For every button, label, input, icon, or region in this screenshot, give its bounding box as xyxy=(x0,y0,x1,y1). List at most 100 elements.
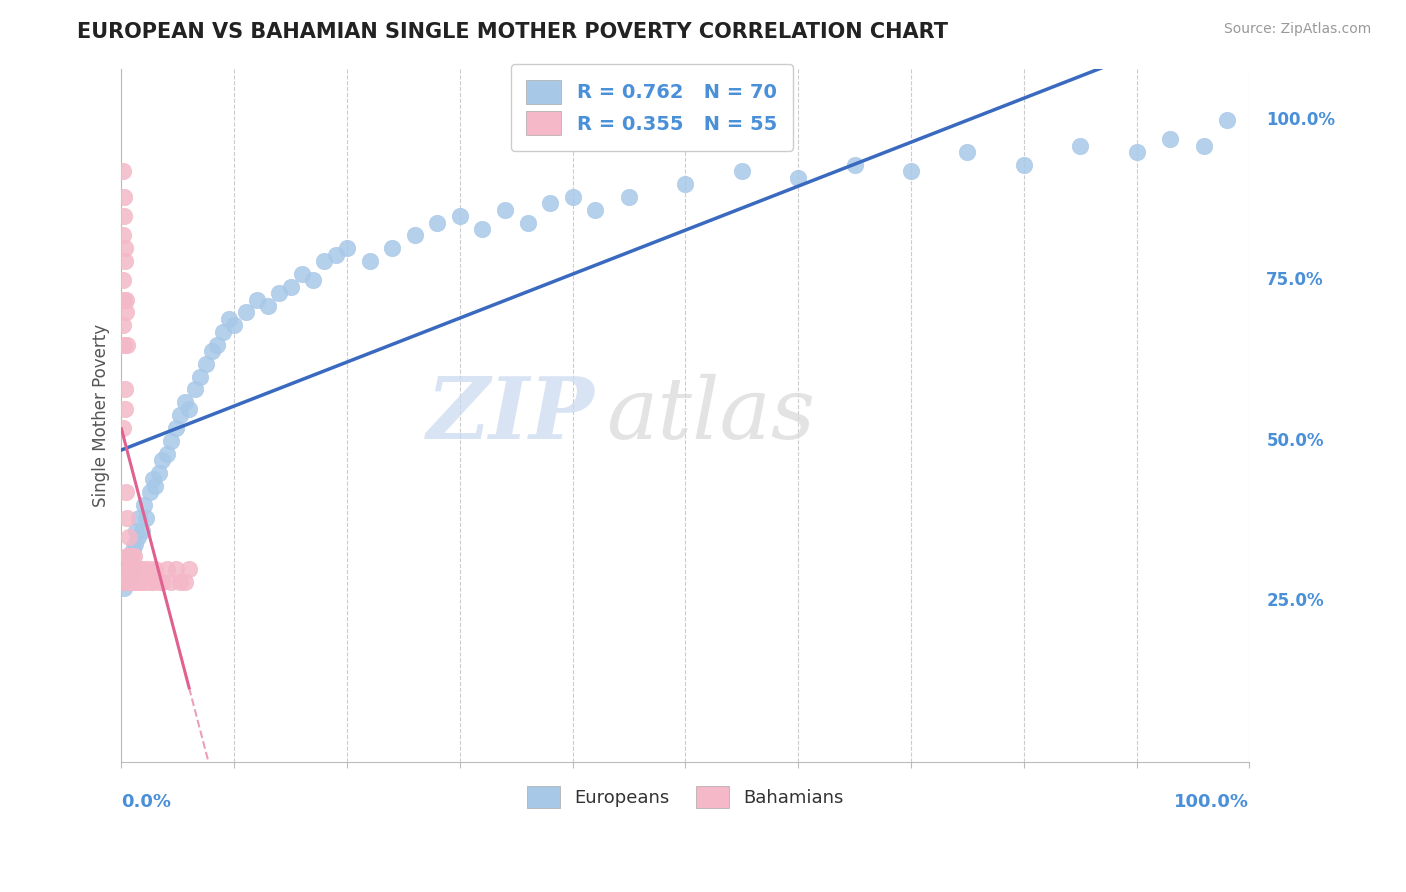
Point xyxy=(150,453,173,467)
Point xyxy=(122,562,145,576)
Point xyxy=(131,575,153,590)
Point xyxy=(121,549,143,564)
Point xyxy=(135,575,157,590)
Point xyxy=(118,549,141,564)
Point xyxy=(111,318,134,333)
Point xyxy=(115,549,138,564)
Point xyxy=(302,273,325,287)
Point xyxy=(246,293,269,307)
Point xyxy=(224,318,246,333)
Point xyxy=(179,401,201,416)
Point xyxy=(114,401,136,416)
Point xyxy=(787,170,810,185)
Text: 75.0%: 75.0% xyxy=(1267,271,1324,289)
Point xyxy=(121,575,143,590)
Point xyxy=(118,575,141,590)
Point xyxy=(359,254,381,268)
Point xyxy=(132,562,155,576)
Point xyxy=(129,562,152,576)
Point xyxy=(201,343,224,358)
Point xyxy=(121,543,143,558)
Point xyxy=(471,222,494,236)
Point xyxy=(173,575,195,590)
Point xyxy=(115,293,138,307)
Point xyxy=(844,158,866,172)
Point xyxy=(269,286,291,301)
Point xyxy=(449,209,471,223)
Point xyxy=(143,562,166,576)
Point xyxy=(235,305,257,319)
Text: 100.0%: 100.0% xyxy=(1174,793,1250,811)
Point xyxy=(115,575,138,590)
Text: atlas: atlas xyxy=(606,374,815,457)
Point xyxy=(404,228,426,243)
Point xyxy=(675,177,697,191)
Point xyxy=(617,190,640,204)
Point xyxy=(142,472,165,486)
Point xyxy=(956,145,979,159)
Point xyxy=(124,536,146,550)
Point xyxy=(127,562,149,576)
Point xyxy=(148,575,170,590)
Point xyxy=(112,337,135,351)
Point xyxy=(111,421,134,435)
Point xyxy=(128,511,150,525)
Point xyxy=(114,254,136,268)
Point xyxy=(195,357,218,371)
Point xyxy=(117,562,139,576)
Point xyxy=(117,562,139,576)
Point xyxy=(143,479,166,493)
Point xyxy=(112,293,135,307)
Text: 0.0%: 0.0% xyxy=(121,793,172,811)
Point xyxy=(325,248,347,262)
Point xyxy=(127,575,149,590)
Point xyxy=(111,164,134,178)
Text: Source: ZipAtlas.com: Source: ZipAtlas.com xyxy=(1223,22,1371,37)
Point xyxy=(160,575,183,590)
Point xyxy=(132,498,155,512)
Point xyxy=(112,190,135,204)
Point xyxy=(127,530,149,544)
Point xyxy=(124,575,146,590)
Point xyxy=(114,383,136,397)
Point xyxy=(155,562,177,576)
Point xyxy=(731,164,754,178)
Point xyxy=(121,562,143,576)
Point xyxy=(314,254,336,268)
Point xyxy=(169,408,191,422)
Point xyxy=(381,241,404,255)
Point xyxy=(218,311,240,326)
Point xyxy=(155,447,177,461)
Point xyxy=(115,337,138,351)
Point xyxy=(114,241,136,255)
Point xyxy=(121,575,143,590)
Point xyxy=(118,530,141,544)
Point xyxy=(120,562,142,576)
Point xyxy=(131,524,153,538)
Text: EUROPEAN VS BAHAMIAN SINGLE MOTHER POVERTY CORRELATION CHART: EUROPEAN VS BAHAMIAN SINGLE MOTHER POVER… xyxy=(77,22,948,42)
Point xyxy=(125,575,148,590)
Point xyxy=(138,485,160,500)
Point xyxy=(115,305,138,319)
Point xyxy=(184,383,207,397)
Text: 25.0%: 25.0% xyxy=(1267,592,1324,610)
Point xyxy=(165,421,187,435)
Point xyxy=(160,434,183,448)
Point xyxy=(135,511,157,525)
Point xyxy=(1069,138,1091,153)
Point xyxy=(426,216,449,230)
Point xyxy=(120,575,142,590)
Text: 50.0%: 50.0% xyxy=(1267,432,1324,450)
Text: ZIP: ZIP xyxy=(427,374,595,457)
Point xyxy=(561,190,583,204)
Point xyxy=(115,575,138,590)
Point xyxy=(165,562,187,576)
Text: 100.0%: 100.0% xyxy=(1267,111,1336,128)
Point xyxy=(150,575,173,590)
Point xyxy=(207,337,229,351)
Point xyxy=(121,556,143,570)
Point xyxy=(900,164,922,178)
Point xyxy=(336,241,359,255)
Point xyxy=(115,511,138,525)
Point xyxy=(125,524,148,538)
